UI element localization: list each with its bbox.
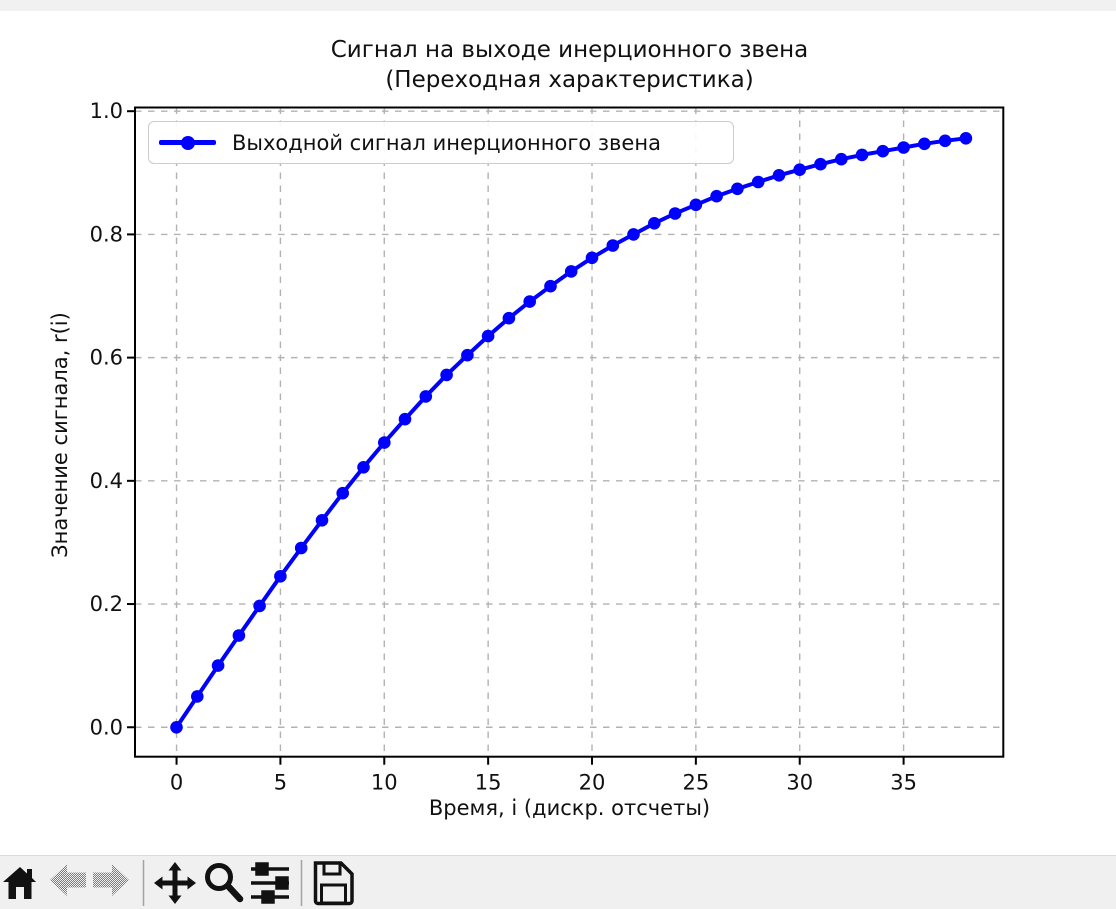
data-point-marker: [835, 152, 848, 166]
gridlines: [135, 107, 1004, 757]
configure-subplots-button[interactable]: [251, 862, 289, 904]
save-button[interactable]: [313, 861, 354, 906]
data-point-marker: [668, 207, 682, 220]
data-point-marker: [398, 412, 412, 426]
data-point-marker: [814, 157, 827, 171]
data-point-marker: [751, 175, 765, 189]
chart-title-line2: (Переходная характеристика): [385, 67, 754, 93]
chart-title-line1: Сигнал на выходе инерционного звена: [330, 37, 809, 63]
y-tick-labels: 0.0 0.2 0.4 0.6 0.8 1.0: [90, 99, 123, 739]
series-line: [174, 136, 968, 730]
data-point-marker: [959, 132, 973, 145]
window-top-strip: [0, 0, 1116, 11]
magnifier-icon: [205, 863, 244, 903]
x-tick-label: 25: [682, 771, 709, 795]
data-point-marker: [232, 629, 246, 642]
data-point-marker: [502, 311, 516, 325]
x-tick-label: 15: [475, 771, 502, 795]
y-tick-label: 0.8: [90, 222, 123, 246]
axes-frame: [134, 106, 1005, 758]
data-point-marker: [897, 141, 910, 154]
data-point-marker: [315, 514, 329, 527]
data-point-marker: [419, 390, 433, 403]
data-point-marker: [793, 163, 806, 176]
data-point-marker: [191, 690, 204, 703]
chart-plot[interactable]: 0 5 10 15 20 25 30 35 0.0 0.2 0.4 0.6 0.8 1.0: [0, 11, 1116, 855]
data-point-marker: [648, 217, 661, 230]
data-point-marker: [606, 239, 620, 252]
data-point-marker: [710, 189, 723, 203]
floppy-disk-icon: [313, 861, 354, 906]
toolbar: [0, 855, 1116, 909]
legend-marker-sample: [180, 135, 195, 150]
x-tick-label: 35: [890, 771, 917, 795]
data-point-marker: [938, 134, 952, 148]
data-point-marker: [772, 169, 786, 182]
legend-label: Выходной сигнал инерционного звена: [232, 130, 661, 155]
x-axis-label: Время, i (дискр. отсчеты): [428, 796, 711, 820]
arrow-right-icon: [93, 864, 129, 896]
data-point-marker: [294, 541, 308, 555]
zoom-button[interactable]: [205, 863, 244, 903]
arrow-left-icon: [50, 864, 86, 896]
legend-line-sample: [159, 135, 216, 150]
data-point-marker: [731, 182, 744, 196]
x-tick-label: 0: [170, 771, 183, 795]
x-tick-label: 10: [371, 771, 398, 795]
data-point-marker: [627, 228, 640, 241]
sliders-icon: [251, 862, 289, 904]
data-point-marker: [585, 251, 599, 265]
data-point-marker: [855, 148, 869, 162]
data-point-marker: [544, 279, 557, 293]
home-button[interactable]: [3, 867, 36, 899]
y-tick-label: 0.2: [90, 592, 123, 616]
home-icon: [3, 867, 36, 899]
data-point-marker: [918, 137, 931, 151]
data-point-marker: [274, 570, 287, 583]
data-point-marker: [523, 295, 536, 308]
move-cross-icon: [154, 862, 196, 904]
x-tick-label: 30: [786, 771, 813, 795]
data-point-marker: [481, 329, 495, 343]
x-tick-label: 20: [579, 771, 606, 795]
x-tick-label: 5: [274, 771, 287, 795]
data-point-marker: [211, 659, 225, 672]
y-tick-label: 0.0: [90, 715, 123, 739]
data-point-marker: [689, 198, 703, 212]
data-point-marker: [564, 265, 578, 278]
data-point-marker: [357, 461, 370, 474]
x-tick-labels: 0 5 10 15 20 25 30 35: [170, 771, 917, 795]
chart-title: Сигнал на выходе инерционного звена (Пер…: [135, 35, 1004, 95]
data-point-marker: [253, 599, 266, 613]
series-markers: [170, 132, 973, 734]
forward-button: [93, 864, 129, 896]
y-tick-label: 0.4: [90, 469, 123, 493]
y-tick-label: 1.0: [90, 99, 123, 123]
data-point-marker: [440, 368, 453, 382]
back-button: [50, 864, 86, 896]
data-point-marker: [876, 144, 890, 158]
legend: Выходной сигнал инерционного звена: [148, 121, 734, 164]
data-point-marker: [336, 486, 350, 500]
y-tick-label: 0.6: [90, 346, 123, 370]
data-point-marker: [170, 721, 183, 734]
data-point-marker: [378, 436, 391, 449]
pan-button[interactable]: [154, 862, 196, 904]
tick-marks: [127, 110, 905, 765]
data-point-marker: [461, 348, 474, 362]
y-axis-label: Значение сигнала, r(i): [48, 312, 72, 558]
